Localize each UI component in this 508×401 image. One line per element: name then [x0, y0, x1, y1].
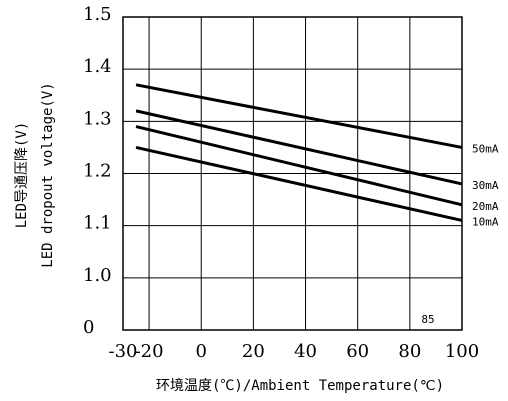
x-tick-label: -20	[135, 341, 164, 362]
x-tick-label: 60	[346, 341, 369, 362]
series-line	[135, 125, 463, 207]
annotation: 85	[421, 313, 434, 326]
y-tick-label: 1.5	[83, 4, 112, 25]
y-axis-label: LED dropout voltage(V)	[40, 82, 56, 267]
series-line	[135, 83, 463, 149]
y-tick-label: 1.3	[83, 108, 112, 129]
series-line	[135, 109, 463, 186]
x-tick-label: -30	[109, 341, 138, 362]
x-tick-label: 20	[242, 341, 265, 362]
x-tick-label: 80	[398, 341, 421, 362]
x-tick-label: 100	[445, 341, 479, 362]
series-label: 10mA	[472, 215, 499, 228]
y-tick-label: 1.2	[83, 161, 112, 182]
x-axis-label: 环境温度(℃)/Ambient Temperature(℃)	[156, 378, 444, 394]
y-tick-label: 1.4	[83, 56, 112, 77]
y-tick-label: 1.0	[83, 265, 112, 286]
series-label: 20mA	[472, 200, 499, 213]
y-tick-label: 1.1	[83, 213, 112, 234]
x-tick-label: 0	[196, 341, 207, 362]
y-tick-label: 0	[83, 317, 94, 338]
y-axis-label: LED导通压降(V)	[14, 122, 30, 229]
series-label: 30mA	[472, 179, 499, 192]
series-line	[135, 145, 463, 222]
series-label: 50mA	[472, 142, 499, 155]
x-tick-label: 40	[294, 341, 317, 362]
